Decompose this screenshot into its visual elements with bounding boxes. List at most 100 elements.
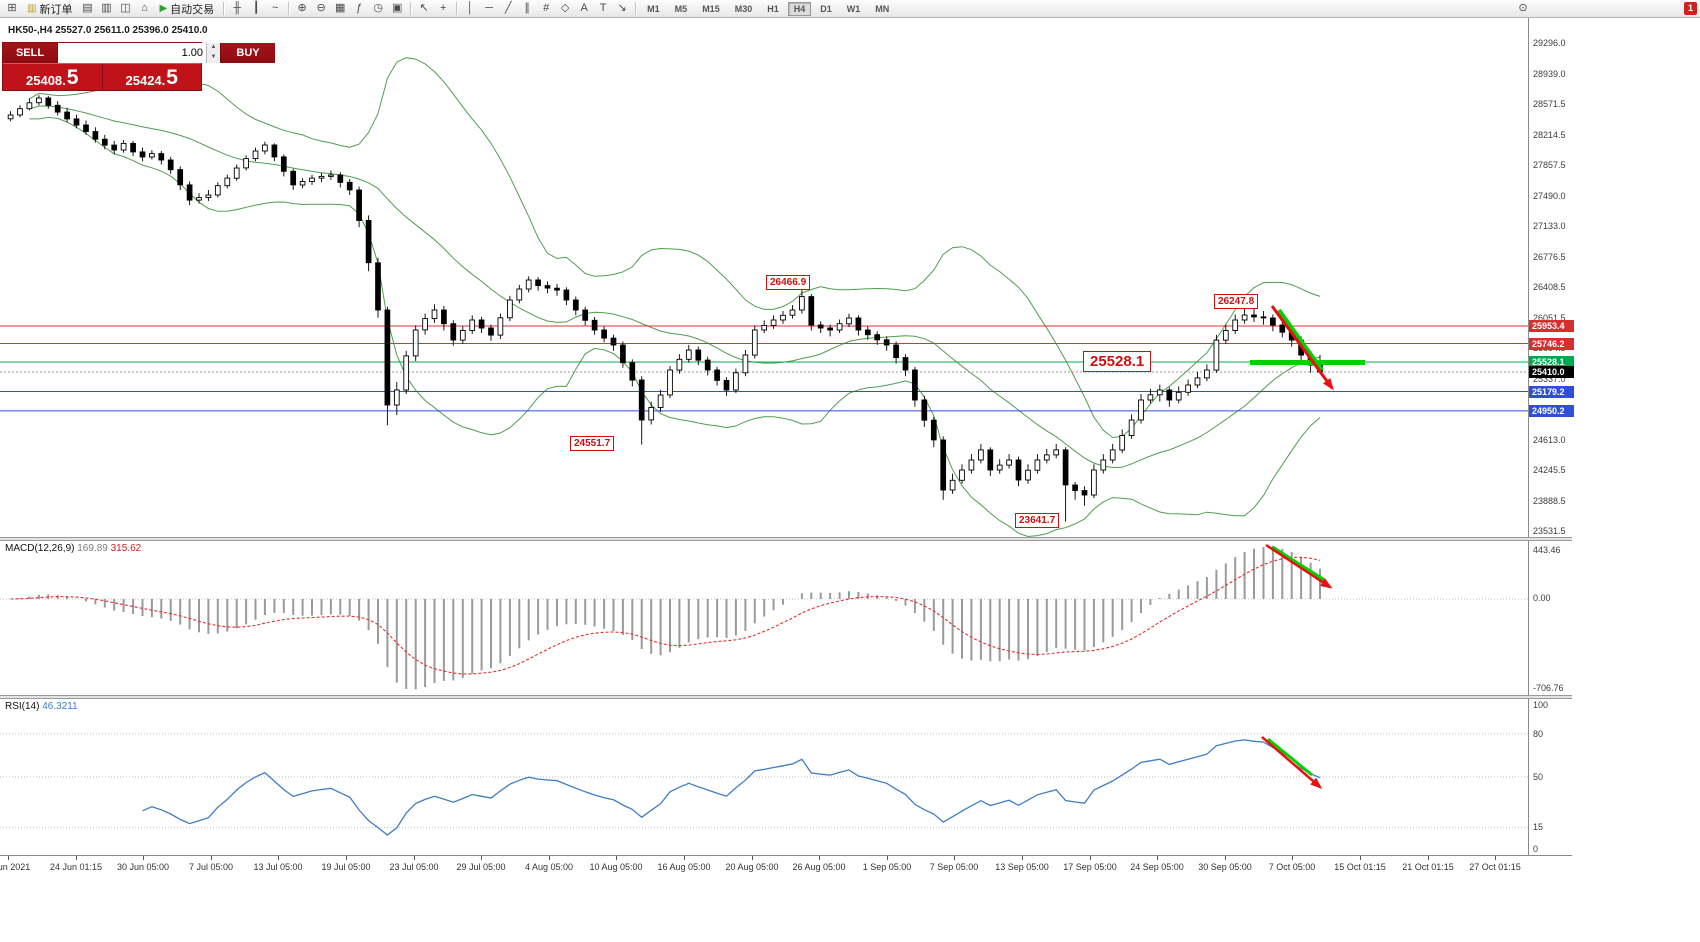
volume-input[interactable] [58, 43, 206, 63]
time-tick-label: 30 Sep 05:00 [1198, 862, 1252, 872]
price-tick-label: 26051.5 [1533, 313, 1566, 323]
time-tick-label: 19 Jul 05:00 [321, 862, 371, 872]
label-icon[interactable]: T [599, 2, 607, 14]
crosshair-icon[interactable]: + [439, 2, 447, 14]
price-line-label: 25746.2 [1529, 338, 1574, 350]
rsi-axis-label: 15 [1533, 822, 1544, 832]
rsi-name: RSI(14) [5, 701, 40, 712]
market-watch-icon[interactable]: ▥ [101, 2, 112, 14]
templates-icon[interactable]: ▣ [391, 2, 403, 14]
time-tick-label: 7 Oct 05:00 [1268, 862, 1316, 872]
sell-button[interactable]: SELL [3, 43, 58, 63]
vertical-line-icon[interactable]: │ [466, 2, 474, 14]
price-chart-svg [0, 57, 1528, 537]
timeframe-h1-button[interactable]: H1 [767, 3, 779, 14]
rsi-panel[interactable]: RSI(14) 46.3211 [0, 699, 1528, 855]
macd-drawings[interactable] [1265, 543, 1333, 589]
data-window-icon[interactable]: ◫ [120, 2, 131, 14]
time-tick-label: 13 Sep 05:00 [995, 862, 1049, 872]
sell-price[interactable]: 25408. 5 [3, 64, 103, 90]
zoom-in-icon[interactable]: ⊕ [297, 2, 307, 14]
price-tick-label: 27490.0 [1533, 191, 1566, 201]
bar-chart-icon[interactable]: ╫ [233, 2, 242, 14]
rsi-levels [0, 733, 1528, 828]
toolbar-separator [223, 2, 225, 15]
time-tick-label: 24 Sep 05:00 [1130, 862, 1184, 872]
charts-icon[interactable]: ▤ [82, 2, 93, 14]
time-tick [819, 856, 820, 860]
time-tick-label: 27 Oct 01:15 [1469, 862, 1521, 872]
line-chart-icon[interactable]: ~ [271, 2, 279, 14]
macd-signal-value: 315.62 [110, 543, 142, 554]
volume-up-button[interactable]: ▲ [207, 43, 220, 53]
macd-axis-label: -706.76 [1533, 683, 1564, 693]
buy-price-big-digit: 5 [166, 66, 178, 89]
time-tick-label: 17 Sep 05:00 [1063, 862, 1117, 872]
arrow-tool-icon[interactable]: ↘ [617, 2, 627, 14]
price-tick-label: 24245.5 [1533, 465, 1566, 475]
timeframe-m1-button[interactable]: M1 [647, 3, 660, 14]
macd-splitter[interactable] [0, 537, 1572, 541]
new-chart-icon[interactable]: ⊞ [7, 2, 17, 14]
timeframe-w1-button[interactable]: W1 [846, 3, 861, 14]
tile-windows-icon[interactable]: ▦ [334, 2, 346, 14]
macd-panel[interactable]: MACD(12,26,9) 169.89 315.62 [0, 541, 1528, 695]
time-axis[interactable]: 3 Jun 2021 24 Jun 01:15 30 Jun 05:00 7 Jul … [0, 855, 1572, 875]
timeframe-m15-button[interactable]: M15 [702, 3, 720, 14]
new-order-button[interactable]: ▥ 新订单 [27, 3, 73, 16]
window-badge[interactable]: 1 [1684, 2, 1697, 15]
chart-panel[interactable]: HK50-,H4 25527.0 25611.0 25396.0 25410.0… [0, 18, 1528, 537]
fibonacci-icon[interactable]: # [543, 2, 550, 14]
timeframe-m5-button[interactable]: M5 [674, 3, 688, 14]
price-axis[interactable]: 29296.0 28939.0 28571.5 28214.5 27857.5 27490… [1528, 18, 1574, 855]
macd-histogram [19, 547, 1321, 690]
timeframe-m30-button[interactable]: M30 [734, 3, 753, 14]
cursor-icon[interactable]: ↖ [419, 2, 429, 14]
rsi-drawings[interactable] [1261, 736, 1323, 789]
navigator-icon[interactable]: ⌂ [141, 2, 148, 14]
search-icon[interactable]: ⊙ [1518, 2, 1528, 14]
toolbar: ⊞ ▥ 新订单 ▤ ▥ ◫ ⌂ ▶ 自动交易 ╫ ┃ ~ ⊕ ⊖ ▦ ƒ ◷ ▣ ↖ + │ ─ ╱ ∥ # ◇ A T ↘ M1 M5 M1… [0, 0, 1700, 18]
indicators-icon[interactable]: ƒ [356, 2, 363, 14]
toolbar-separator [410, 2, 412, 15]
buy-button[interactable]: BUY [220, 43, 275, 63]
rsi-splitter[interactable] [0, 695, 1572, 699]
channel-icon[interactable]: ∥ [524, 2, 530, 14]
price-line-label: 24950.2 [1529, 405, 1574, 417]
time-tick [8, 856, 9, 860]
macd-axis-label: 443.46 [1533, 545, 1561, 555]
timeframe-d1-button[interactable]: D1 [820, 3, 832, 14]
trendline-icon[interactable]: ╱ [504, 2, 512, 14]
price-tick-label: 24613.0 [1533, 435, 1566, 445]
macd-axis-label: 0.00 [1533, 593, 1551, 603]
rsi-value: 46.3211 [42, 701, 78, 712]
time-tick [211, 856, 212, 860]
zoom-out-icon[interactable]: ⊖ [316, 2, 326, 14]
toolbar-separator [288, 2, 290, 15]
timeframe-h4-button[interactable]: H4 [787, 1, 812, 16]
sell-price-big-digit: 5 [66, 66, 79, 89]
time-tick [616, 856, 617, 860]
shapes-icon[interactable]: ◇ [560, 2, 570, 14]
rsi-axis-label: 100 [1533, 700, 1549, 710]
buy-price[interactable]: 25424. 5 [102, 64, 201, 90]
macd-label: MACD(12,26,9) 169.89 315.62 [5, 543, 141, 554]
text-icon[interactable]: A [580, 2, 588, 14]
time-tick-label: 29 Jul 05:00 [456, 862, 506, 872]
candlestick-chart-icon[interactable]: ┃ [252, 2, 260, 14]
periods-icon[interactable]: ◷ [373, 2, 383, 14]
horizontal-line-icon[interactable]: ─ [485, 2, 494, 14]
new-order-button-icon: ▥ [27, 3, 37, 14]
autotrading-button[interactable]: ▶ 自动交易 [159, 3, 215, 16]
rsi-chart-svg [0, 733, 1528, 836]
price-tick-label: 26776.5 [1533, 252, 1566, 262]
one-click-trading-widget: SELL ▲ ▼ BUY 25408. 5 25424. 5 [2, 42, 275, 91]
chart-drawings[interactable] [1250, 305, 1365, 391]
volume-down-button[interactable]: ▼ [207, 53, 220, 63]
price-tick-label: 26408.5 [1533, 282, 1566, 292]
time-tick [481, 856, 482, 860]
price-tick-label: 28571.5 [1533, 99, 1566, 109]
timeframe-mn-button[interactable]: MN [875, 3, 890, 14]
time-tick [1360, 856, 1361, 860]
time-tick [1495, 856, 1496, 860]
